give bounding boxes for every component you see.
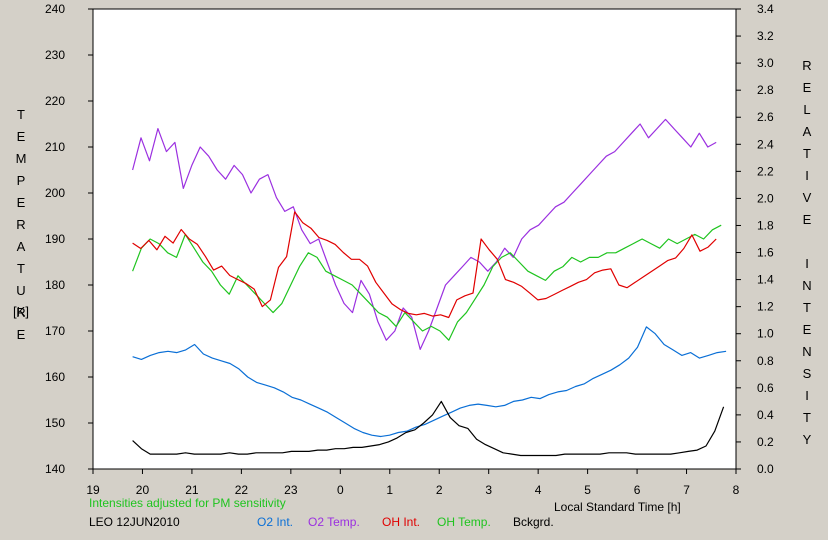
left-axis: 140 150 160 170 180 190 200 210 220 230 240 (45, 2, 93, 476)
left-axis-unit: [K] (13, 304, 29, 319)
x-tick-label: 5 (584, 483, 591, 497)
x-tick-label: 22 (235, 483, 249, 497)
station-date-label: LEO 12JUN2010 (89, 515, 180, 529)
series-line-oh-int (132, 211, 717, 319)
right-tick-label: 3.2 (757, 29, 774, 43)
x-tick-label: 2 (436, 483, 443, 497)
x-tick-label: 3 (485, 483, 492, 497)
right-tick-label: 2.4 (757, 137, 774, 151)
right-tick-label: 2.8 (757, 83, 774, 97)
right-tick-label: 2.6 (757, 110, 774, 124)
right-tick-label: 3.4 (757, 2, 774, 16)
right-tick-label: 1.8 (757, 218, 774, 232)
left-tick-label: 230 (45, 48, 65, 62)
left-tick-label: 220 (45, 94, 65, 108)
legend-entry: OH Temp. (437, 515, 491, 529)
left-tick-label: 180 (45, 278, 65, 292)
right-tick-label: 1.0 (757, 327, 774, 341)
legend-entry: OH Int. (382, 515, 420, 529)
series-line-o2-int (132, 326, 727, 438)
right-tick-label: 0.8 (757, 354, 774, 368)
right-tick-label: 2.0 (757, 191, 774, 205)
x-tick-label: 23 (284, 483, 298, 497)
right-tick-label: 1.6 (757, 246, 774, 260)
legend: O2 Int. O2 Temp. OH Int. OH Temp. Bckgrd. (257, 515, 554, 529)
x-tick-label: 7 (683, 483, 690, 497)
left-tick-label: 190 (45, 232, 65, 246)
x-tick-label: 21 (185, 483, 199, 497)
x-tick-label: 8 (733, 483, 740, 497)
right-tick-label: 2.2 (757, 164, 774, 178)
right-axis: 0.0 0.2 0.4 0.6 0.8 1.0 1.2 1.4 1.6 1.8 2.0 2.2 2.4 2… (736, 2, 774, 476)
legend-entry: O2 Temp. (308, 515, 360, 529)
left-tick-label: 210 (45, 140, 65, 154)
x-tick-label: 6 (634, 483, 641, 497)
x-axis: 19 20 21 22 23 0 1 2 3 4 5 6 7 8 (86, 469, 740, 497)
series-layer (132, 118, 727, 457)
left-tick-label: 160 (45, 370, 65, 384)
series-line-bckgrd (132, 400, 725, 457)
x-tick-label: 19 (86, 483, 100, 497)
sensitivity-note: Intensities adjusted for PM sensitivity (89, 496, 286, 510)
series-line-oh-temp (132, 224, 722, 341)
x-axis-label: Local Standard Time [h] (554, 500, 681, 514)
right-tick-label: 1.4 (757, 273, 774, 287)
left-tick-label: 200 (45, 186, 65, 200)
x-tick-label: 4 (535, 483, 542, 497)
legend-entry: Bckgrd. (513, 515, 554, 529)
series-line-o2-temp (132, 118, 717, 350)
right-tick-label: 0.4 (757, 408, 774, 422)
left-tick-label: 240 (45, 2, 65, 16)
right-tick-label: 0.2 (757, 435, 774, 449)
plot-background (93, 9, 736, 469)
right-tick-label: 0.6 (757, 381, 774, 395)
left-tick-label: 140 (45, 462, 65, 476)
x-tick-label: 1 (386, 483, 393, 497)
x-tick-label: 20 (136, 483, 150, 497)
right-tick-label: 1.2 (757, 300, 774, 314)
right-tick-label: 3.0 (757, 56, 774, 70)
left-tick-label: 170 (45, 324, 65, 338)
right-tick-label: 0.0 (757, 462, 774, 476)
legend-entry: O2 Int. (257, 515, 293, 529)
x-tick-label: 0 (337, 483, 344, 497)
left-tick-label: 150 (45, 416, 65, 430)
